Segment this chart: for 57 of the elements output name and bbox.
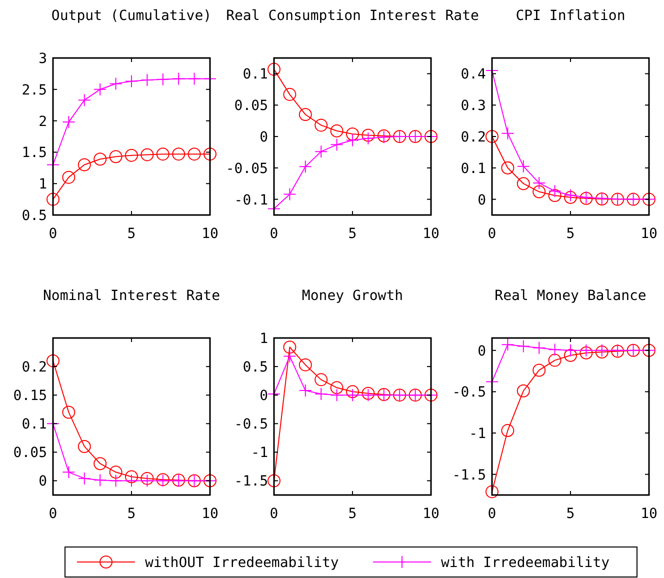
x-tick-label: 10 — [422, 226, 440, 242]
y-tick-label: 0 — [260, 130, 268, 146]
y-tick-label: -0.5 — [234, 416, 268, 433]
x-tick-label: 10 — [422, 506, 440, 522]
x-tick-label: 5 — [348, 226, 357, 242]
y-tick-label: 0.2 — [460, 130, 486, 146]
chart-title: CPI Inflation — [516, 8, 626, 24]
y-tick-label: 0.1 — [460, 160, 486, 177]
y-tick-label: 0 — [260, 388, 268, 404]
chart-title: Output (Cumulative) — [51, 8, 212, 24]
y-tick-label: 0.5 — [242, 360, 268, 376]
chart-title: Nominal Interest Rate — [42, 288, 220, 304]
y-tick-label: 0 — [478, 192, 486, 208]
y-tick-label: -1.5 — [234, 474, 268, 490]
chart-title: Money Growth — [302, 288, 404, 304]
y-tick-label: 1 — [38, 176, 47, 193]
x-tick-label: 0 — [48, 226, 58, 242]
y-tick-label: -1 — [251, 445, 268, 462]
y-tick-label: 0.4 — [460, 66, 486, 83]
y-tick-label: -0.05 — [226, 160, 268, 177]
y-tick-label: 2 — [38, 114, 47, 130]
x-tick-label: 5 — [566, 506, 575, 522]
y-tick-label: -0.1 — [234, 192, 268, 208]
y-tick-label: 1.5 — [22, 145, 47, 162]
legend-label: with Irredeemability — [441, 555, 610, 571]
x-tick-label: 5 — [348, 506, 357, 522]
x-tick-label: 0 — [488, 226, 496, 242]
y-tick-label: 0 — [478, 343, 486, 360]
y-tick-label: 2.5 — [22, 82, 47, 98]
y-tick-label: 0.5 — [22, 208, 47, 224]
x-tick-label: 5 — [127, 226, 136, 242]
chart-title: Real Money Balance — [494, 288, 646, 304]
y-tick-label: 0.3 — [460, 98, 486, 114]
y-tick-label: 0.05 — [13, 445, 47, 462]
y-tick-label: 0.05 — [234, 98, 268, 114]
x-tick-label: 0 — [488, 506, 496, 522]
x-tick-label: 0 — [48, 506, 58, 522]
y-tick-label: 0.15 — [13, 388, 47, 404]
x-tick-label: 5 — [566, 226, 575, 242]
y-tick-label: 1 — [260, 331, 268, 347]
y-tick-label: -0.5 — [452, 384, 486, 401]
y-tick-label: 0.2 — [22, 360, 47, 376]
y-tick-label: 3 — [38, 51, 47, 67]
y-tick-label: 0 — [38, 474, 47, 490]
legend-label: withOUT Irredeemability — [145, 555, 339, 571]
x-tick-label: 0 — [270, 226, 278, 242]
x-tick-label: 10 — [640, 506, 658, 522]
x-tick-label: 10 — [202, 506, 218, 522]
y-tick-label: 0.1 — [22, 416, 47, 433]
x-tick-label: 5 — [127, 506, 136, 522]
y-tick-label: 0.1 — [242, 66, 268, 83]
x-tick-label: 10 — [202, 226, 218, 242]
x-tick-label: 10 — [640, 226, 658, 242]
x-tick-label: 0 — [270, 506, 278, 522]
y-tick-label: -1 — [469, 426, 486, 442]
y-tick-label: -1.5 — [452, 467, 486, 484]
chart-title: Real Consumption Interest Rate — [226, 8, 479, 24]
